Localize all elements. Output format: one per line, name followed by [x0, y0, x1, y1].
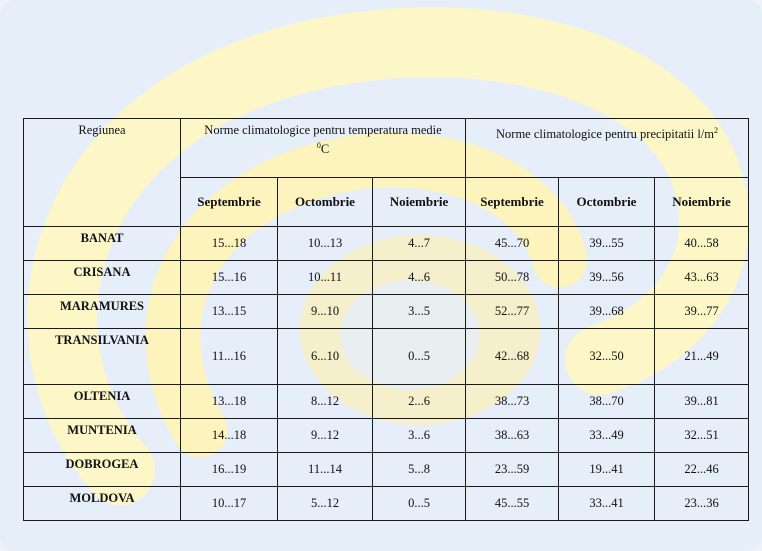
region-cell: DOBROGEA — [23, 452, 181, 487]
header-month-prec-nov: Noiembrie — [654, 177, 749, 227]
value-cell: 23...36 — [654, 486, 749, 521]
region-cell: CRISANA — [23, 260, 181, 295]
table-row: BANAT 15...18 10...13 4...7 45...70 39..… — [23, 226, 749, 261]
header-temperature-unit-sup: 0 — [316, 141, 321, 150]
value-cell: 33...49 — [558, 418, 655, 453]
value-cell: 14...18 — [180, 418, 278, 453]
table-row: MUNTENIA 14...18 9...12 3...6 38...63 33… — [23, 418, 749, 453]
value-cell: 3...6 — [372, 418, 466, 453]
header-temperature-group: Norme climatologice pentru temperatura m… — [180, 118, 466, 178]
value-cell: 11...14 — [277, 452, 373, 487]
header-region: Regiunea — [23, 118, 181, 227]
region-cell: MARAMURES — [23, 294, 181, 329]
value-cell: 15...16 — [180, 260, 278, 295]
table-row: MARAMURES 13...15 9...10 3...5 52...77 3… — [23, 294, 749, 329]
value-cell: 45...55 — [465, 486, 559, 521]
value-cell: 5...8 — [372, 452, 466, 487]
region-cell: MOLDOVA — [23, 486, 181, 521]
value-cell: 39...77 — [654, 294, 749, 329]
value-cell: 32...51 — [654, 418, 749, 453]
region-cell: MUNTENIA — [23, 418, 181, 453]
header-temperature-label: Norme climatologice pentru temperatura m… — [204, 123, 442, 137]
value-cell: 33...41 — [558, 486, 655, 521]
table-row: TRANSILVANIA 11...16 6...10 0...5 42...6… — [23, 328, 749, 385]
value-cell: 32...50 — [558, 328, 655, 385]
value-cell: 13...18 — [180, 384, 278, 419]
value-cell: 10...17 — [180, 486, 278, 521]
value-cell: 0...5 — [372, 328, 466, 385]
table-row: CRISANA 15...16 10...11 4...6 50...78 39… — [23, 260, 749, 295]
value-cell: 4...6 — [372, 260, 466, 295]
value-cell: 16...19 — [180, 452, 278, 487]
header-row-group: Regiunea Norme climatologice pentru temp… — [23, 118, 749, 227]
header-precipitation-label: Norme climatologice pentru precipitatii … — [496, 127, 714, 142]
value-cell: 0...5 — [372, 486, 466, 521]
table-row: MOLDOVA 10...17 5...12 0...5 45...55 33.… — [23, 486, 749, 521]
value-cell: 38...63 — [465, 418, 559, 453]
value-cell: 21...49 — [654, 328, 749, 385]
value-cell: 42...68 — [465, 328, 559, 385]
value-cell: 39...68 — [558, 294, 655, 329]
header-month-prec-sep: Septembrie — [465, 177, 559, 227]
header-temperature-unit: C — [320, 142, 330, 157]
value-cell: 38...73 — [465, 384, 559, 419]
value-cell: 22...46 — [654, 452, 749, 487]
value-cell: 6...10 — [277, 328, 373, 385]
header-row-months: Septembrie Octombrie Noiembrie Septembri… — [24, 177, 749, 227]
region-cell: OLTENIA — [23, 384, 181, 419]
value-cell: 9...10 — [277, 294, 373, 329]
climate-table-container: Regiunea Norme climatologice pentru temp… — [23, 118, 749, 521]
value-cell: 38...70 — [558, 384, 655, 419]
value-cell: 43...63 — [654, 260, 749, 295]
header-month-temp-sep: Septembrie — [180, 177, 278, 227]
region-cell: TRANSILVANIA — [23, 328, 181, 385]
header-month-temp-oct: Octombrie — [277, 177, 373, 227]
value-cell: 23...59 — [465, 452, 559, 487]
value-cell: 11...16 — [180, 328, 278, 385]
value-cell: 9...12 — [277, 418, 373, 453]
value-cell: 3...5 — [372, 294, 466, 329]
value-cell: 19...41 — [558, 452, 655, 487]
value-cell: 50...78 — [465, 260, 559, 295]
value-cell: 52...77 — [465, 294, 559, 329]
value-cell: 4...7 — [372, 226, 466, 261]
value-cell: 39...55 — [558, 226, 655, 261]
value-cell: 10...13 — [277, 226, 373, 261]
table-row: DOBROGEA 16...19 11...14 5...8 23...59 1… — [23, 452, 749, 487]
value-cell: 5...12 — [277, 486, 373, 521]
header-precipitation-group: Norme climatologice pentru precipitatii … — [465, 118, 749, 178]
value-cell: 2...6 — [372, 384, 466, 419]
header-precipitation-unit-sup: 2 — [714, 126, 718, 135]
value-cell: 45...70 — [465, 226, 559, 261]
value-cell: 15...18 — [180, 226, 278, 261]
header-month-prec-oct: Octombrie — [558, 177, 655, 227]
table-row: OLTENIA 13...18 8...12 2...6 38...73 38.… — [23, 384, 749, 419]
value-cell: 10...11 — [277, 260, 373, 295]
value-cell: 8...12 — [277, 384, 373, 419]
value-cell: 39...81 — [654, 384, 749, 419]
region-cell: BANAT — [23, 226, 181, 261]
header-month-temp-nov: Noiembrie — [372, 177, 466, 227]
value-cell: 40...58 — [654, 226, 749, 261]
climate-norms-table: Regiunea Norme climatologice pentru temp… — [23, 118, 749, 521]
value-cell: 39...56 — [558, 260, 655, 295]
value-cell: 13...15 — [180, 294, 278, 329]
